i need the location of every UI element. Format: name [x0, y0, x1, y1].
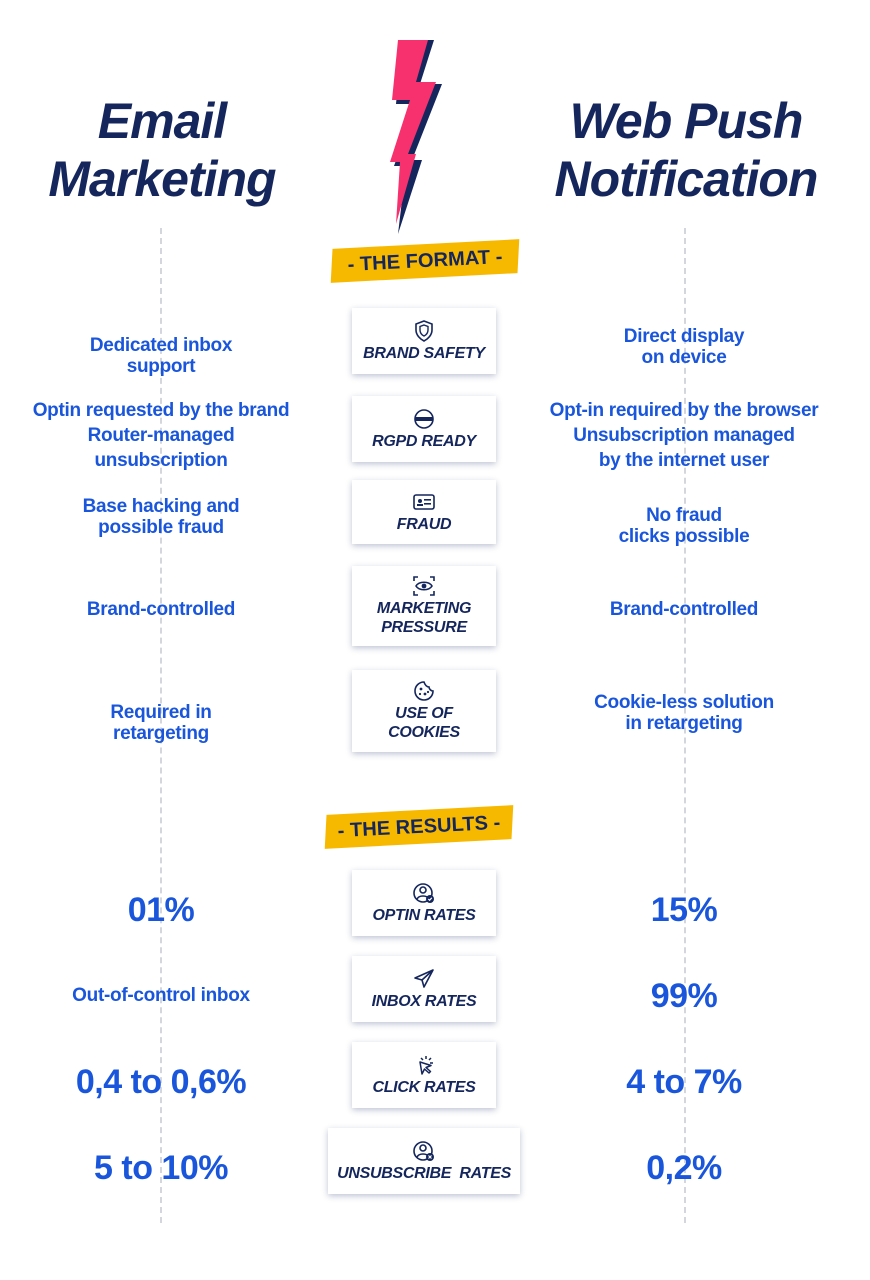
use-of-cookies-label: USE OF COOKIES: [388, 705, 460, 741]
click-rates-box: CLICK RATES: [352, 1042, 496, 1108]
padlock-icon: [414, 408, 434, 429]
push-brand-safety: Direct display on device: [623, 326, 745, 368]
email-cookies: Required in retargeting: [110, 702, 212, 744]
marketing-pressure-label: MARKETING PRESSURE: [376, 600, 472, 636]
inbox-rates-label: INBOX RATES: [371, 992, 477, 1010]
cursor-click-icon: [419, 1055, 433, 1075]
format-section-ribbon: - THE FORMAT -: [330, 239, 520, 283]
unsubscribe-rates-box: UNSUBSCRIBE RATES: [328, 1128, 520, 1194]
results-section-label: - THE RESULTS -: [337, 811, 501, 843]
format-section-label: - THE FORMAT -: [347, 246, 503, 276]
lightning-bolt-icon: [390, 40, 442, 234]
web-push-title: Web Push Notification: [554, 93, 819, 207]
push-rgpd: Opt-in required by the browser Unsubscri…: [549, 400, 819, 471]
email-optin-rate: 01%: [127, 891, 195, 929]
push-marketing-pressure: Brand-controlled: [609, 599, 759, 620]
email-unsubscribe-rate: 5 to 10%: [94, 1149, 228, 1187]
email-brand-safety: Dedicated inbox support: [89, 335, 233, 377]
eye-scan-icon: [413, 576, 435, 596]
shield-icon: [415, 319, 433, 342]
unsubscribe-rates-label: UNSUBSCRIBE RATES: [337, 1164, 511, 1182]
results-section-ribbon: - THE RESULTS -: [324, 805, 514, 849]
email-inbox-rate: Out-of-control inbox: [72, 985, 250, 1006]
email-fraud: Base hacking and possible fraud: [82, 496, 240, 538]
fraud-label: FRAUD: [396, 515, 452, 533]
inbox-rates-box: INBOX RATES: [352, 956, 496, 1022]
use-of-cookies-box: USE OF COOKIES: [352, 670, 496, 752]
push-inbox-rate: 99%: [650, 977, 718, 1015]
email-marketing-title: Email Marketing: [48, 93, 276, 207]
push-click-rate: 4 to 7%: [626, 1063, 742, 1101]
rgpd-ready-box: RGPD READY: [352, 396, 496, 462]
click-rates-label: CLICK RATES: [372, 1078, 476, 1096]
email-click-rate: 0,4 to 0,6%: [75, 1063, 247, 1101]
rgpd-ready-label: RGPD READY: [372, 432, 476, 450]
email-marketing-pressure: Brand-controlled: [86, 599, 236, 620]
push-optin-rate: 15%: [650, 891, 718, 929]
id-card-icon: [413, 493, 435, 510]
left-dashed-guide: [160, 228, 162, 1223]
brand-safety-label: BRAND SAFETY: [363, 344, 485, 362]
push-unsubscribe-rate: 0,2%: [646, 1149, 722, 1187]
marketing-pressure-box: MARKETING PRESSURE: [352, 566, 496, 646]
right-dashed-guide: [684, 228, 686, 1223]
brand-safety-box: BRAND SAFETY: [352, 308, 496, 374]
push-cookies: Cookie-less solution in retargeting: [594, 692, 774, 734]
paper-plane-icon: [414, 968, 434, 988]
user-remove-icon: [413, 1140, 434, 1161]
user-check-icon: [413, 882, 434, 903]
cookie-icon: [414, 681, 434, 701]
push-fraud: No fraud clicks possible: [618, 505, 750, 547]
optin-rates-label: OPTIN RATES: [372, 906, 476, 924]
email-rgpd: Optin requested by the brand Router-mana…: [32, 400, 290, 471]
optin-rates-box: OPTIN RATES: [352, 870, 496, 936]
fraud-box: FRAUD: [352, 480, 496, 544]
